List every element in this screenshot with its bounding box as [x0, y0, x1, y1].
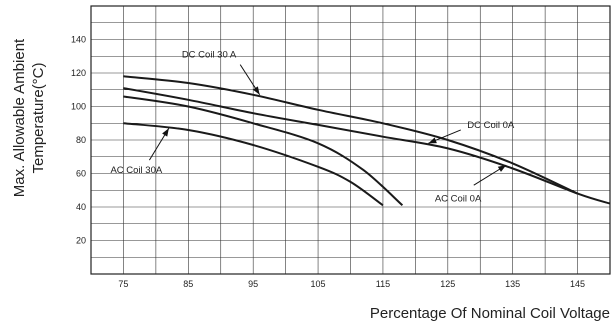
x-tick-label: 105 [311, 279, 326, 289]
y-tick-label: 100 [71, 102, 86, 112]
series-line-dc-coil-30-a [123, 75, 579, 195]
y-tick-label: 60 [76, 169, 86, 179]
y-tick-label: 40 [76, 202, 86, 212]
x-axis-label: Percentage Of Nominal Coil Voltage [370, 305, 610, 322]
y-axis-label: Max. Allowable Ambient Temperature(°C) [11, 38, 47, 197]
y-tick-label: 140 [71, 35, 86, 45]
annotation-label: AC Coil 0A [435, 194, 482, 205]
tick-labels: 75 85 95 105 115 125 135 145 20 40 60 80 100 120 140 [71, 35, 585, 290]
grid [91, 6, 610, 274]
series-line-dc-coil-0a [123, 87, 610, 205]
plot-frame [90, 5, 611, 275]
series-lines [123, 75, 610, 207]
y-axis-label-line-1: Max. Allowable Ambient [11, 38, 28, 197]
annotation-label: DC Coil 30 A [182, 50, 237, 61]
y-tick-label: 120 [71, 68, 86, 78]
x-tick-label: 75 [118, 279, 128, 289]
annotation-arrowhead [497, 165, 507, 172]
x-tick-label: 145 [570, 279, 585, 289]
series-line-ac-coil-0a [123, 95, 404, 207]
x-tick-label: 115 [376, 279, 390, 289]
annotations: DC Coil 30 A DC Coil 0A AC Coil 0A AC Coil … [110, 50, 514, 205]
annotation-arrowhead [252, 86, 260, 95]
series-line-ac-coil-30a [123, 122, 384, 207]
annotation-label: AC Coil 30A [110, 165, 162, 176]
x-tick-label: 125 [440, 279, 455, 289]
x-tick-label: 85 [183, 279, 193, 289]
y-tick-label: 20 [76, 236, 86, 246]
x-tick-label: 95 [248, 279, 258, 289]
annotation-arrowhead [428, 137, 437, 144]
x-tick-label: 135 [505, 279, 520, 289]
annotation-label: DC Coil 0A [467, 120, 515, 131]
y-axis-label-line-2: Temperature(°C) [30, 62, 47, 173]
y-tick-label: 80 [76, 135, 86, 145]
annotation-arrowhead [162, 128, 169, 137]
